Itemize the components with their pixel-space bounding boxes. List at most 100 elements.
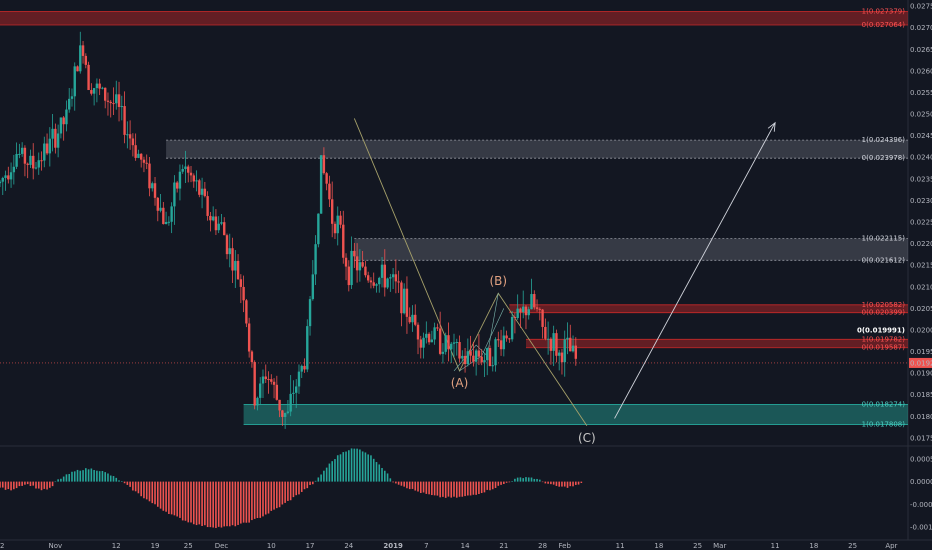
oscillator-bar (121, 481, 123, 482)
candle-body (167, 221, 171, 223)
candle-body (566, 337, 569, 340)
candle-body (486, 348, 489, 361)
oscillator-bar (79, 470, 82, 482)
candle-body (148, 163, 151, 189)
oscillator-bar (248, 481, 250, 523)
candle-body (325, 173, 328, 184)
candle-body (106, 100, 110, 102)
candle-body (134, 145, 137, 158)
oscillator-bar (469, 481, 472, 496)
time-axis[interactable]: 22 Nov 12 19 25 Dec 10 17 24 2019 7 14 21 28 Feb 11 18 25… (0, 542, 898, 550)
oscillator-tick-label: -0.0005 (910, 501, 932, 509)
candle-body (402, 288, 406, 314)
oscillator-bar (403, 481, 405, 487)
price-tick-label: 0.024500 (910, 132, 932, 140)
candle-body (463, 355, 467, 365)
oscillator-bar (228, 481, 231, 527)
oscillator-bar (472, 481, 475, 495)
candle-body (214, 216, 218, 231)
oscillator-bar (561, 481, 563, 487)
candle-body (350, 250, 353, 286)
time-tick-label: 25 (848, 542, 857, 550)
oscillator-bar (550, 481, 552, 485)
oscillator-bar (566, 481, 569, 488)
oscillator-bar (173, 481, 176, 516)
oscillator-bar (96, 470, 98, 482)
candle-body (223, 222, 226, 236)
oscillator-bar (292, 481, 295, 498)
oscillator-bar (245, 481, 248, 523)
oscillator-bar (256, 481, 259, 519)
oscillator-bar (325, 467, 328, 482)
oscillator-bar (569, 481, 572, 487)
oscillator-bar (0, 481, 1, 488)
price-tick-label: 0.022000 (910, 240, 932, 248)
candle-body (76, 66, 79, 72)
candle-body (378, 277, 381, 285)
candle-body (211, 216, 215, 221)
oscillator-bar (251, 481, 253, 521)
candle-body (394, 274, 398, 282)
candle-body (369, 280, 373, 283)
time-tick-label: 2019 (383, 542, 403, 550)
candle-body (469, 351, 472, 356)
oscillator-bar (323, 470, 325, 482)
candle-body (452, 342, 456, 344)
wave-path (353, 118, 588, 427)
oscillator-bar (494, 481, 497, 488)
time-tick-label: Dec (215, 542, 229, 550)
zone-top-label: 0(0.018274) (862, 400, 906, 408)
oscillator-bar (154, 481, 156, 505)
oscillator-bar (181, 481, 184, 521)
oscillator-bar (530, 477, 533, 482)
oscillator-bar (444, 481, 447, 498)
wave-label-c: (C) (578, 431, 596, 445)
oscillator-bar (461, 481, 464, 497)
candle-body (317, 213, 320, 245)
oscillator-bar (107, 473, 109, 482)
oscillator-bar (527, 477, 530, 482)
candle-body (416, 324, 420, 340)
price-axis[interactable]: 0.027500 0.027000 0.026500 0.026000 0.025500… (909, 3, 932, 443)
candle-body (441, 351, 445, 354)
oscillator-bar (223, 481, 226, 527)
oscillator-bar (367, 454, 369, 482)
oscillator-bar (522, 478, 525, 482)
zone-bottom-label: 0(0.019587) (862, 344, 906, 352)
oscillator-bar (342, 452, 345, 482)
wave-label-b: (B) (489, 274, 507, 288)
candle-body (90, 90, 93, 94)
candle-body (267, 379, 270, 381)
time-tick-label: 11 (616, 542, 625, 550)
candle-body (557, 352, 561, 356)
oscillator-bar (54, 481, 57, 483)
oscillator-bar (328, 463, 331, 482)
candle-body (430, 339, 434, 343)
oscillator-bar (26, 481, 29, 485)
oscillator-bar (287, 481, 289, 501)
oscillator-bar (4, 481, 7, 490)
candle-body (256, 397, 259, 406)
oscillator-bar (226, 481, 228, 527)
zone-bottom-label: 0(0.021612) (862, 256, 906, 264)
oscillator-bar (126, 481, 129, 485)
price-tick-label: 0.018500 (910, 391, 932, 399)
candle-body (289, 393, 292, 412)
time-tick-label: Apr (885, 542, 897, 550)
oscillator-bar (140, 481, 142, 497)
oscillator-tick-label: -0.0010 (910, 524, 932, 532)
oscillator-bar (237, 481, 239, 525)
current-price-label: 0.019235 (910, 359, 932, 367)
oscillator-bar (303, 481, 306, 490)
candle-body (245, 300, 248, 324)
candle-body (92, 88, 96, 94)
candle-body (275, 384, 279, 400)
oscillator-bar (419, 481, 422, 494)
oscillator-bar (331, 461, 333, 482)
oscillator-bar (93, 470, 95, 482)
candle-body (34, 167, 38, 169)
zone-low-red (525, 339, 908, 348)
price-tick-label: 0.022500 (910, 219, 932, 227)
oscillator-bar (580, 481, 583, 483)
